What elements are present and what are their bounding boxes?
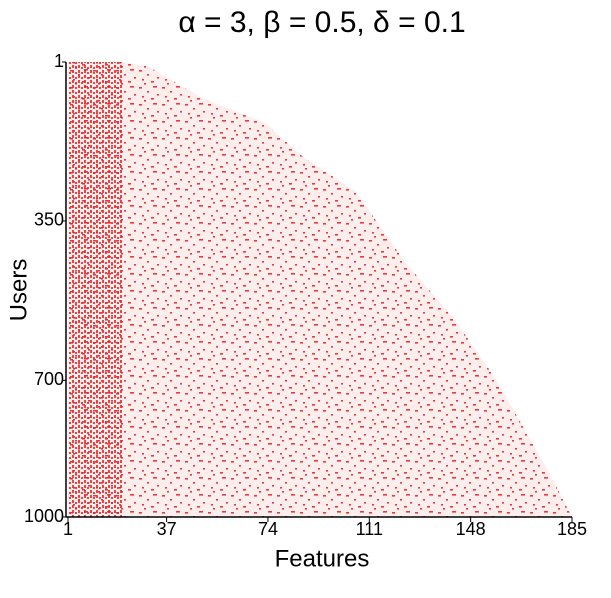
area-fill [68,62,572,517]
x-tick-label: 111 [356,519,383,539]
y-tick-label: 1000 [24,506,64,526]
y-axis-label: Users [5,259,32,322]
chart-title: α = 3, β = 0.5, δ = 0.1 [178,6,465,39]
dense-columns [68,62,123,517]
x-axis-label: Features [275,545,370,572]
y-tick-label: 1 [54,51,64,71]
x-tick-label: 185 [557,519,587,539]
x-tick-label: 1 [63,519,73,539]
x-tick-label: 148 [456,519,486,539]
x-tick-label: 74 [258,519,278,539]
y-tick-label: 350 [34,210,64,230]
area-texture [68,62,572,517]
y-tick-label: 700 [34,369,64,389]
x-tick-label: 37 [157,519,177,539]
